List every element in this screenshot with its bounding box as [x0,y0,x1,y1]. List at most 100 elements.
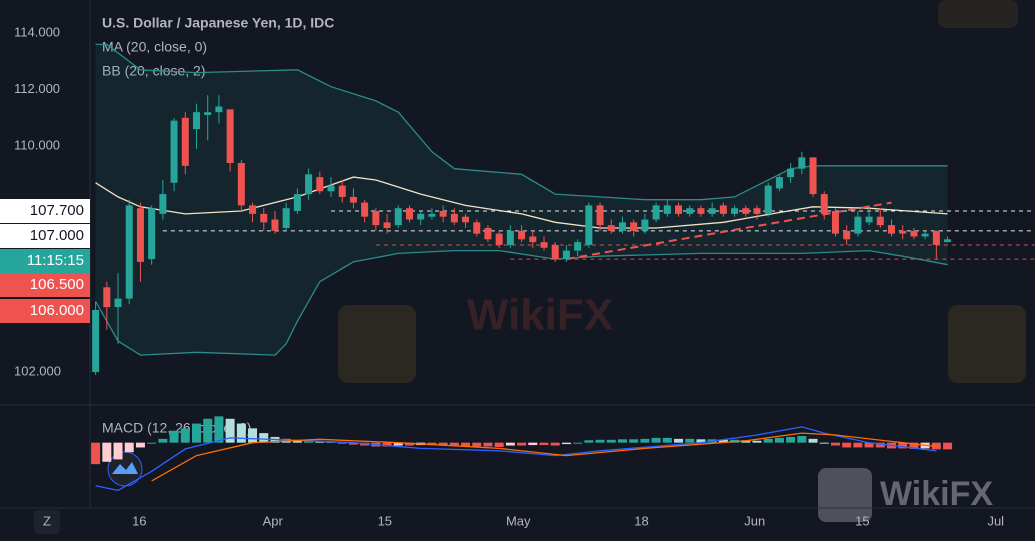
candle-body [719,205,727,214]
candle-body [686,208,694,214]
macd-bar [853,442,863,448]
macd-bar [606,439,616,443]
macd-bar [752,440,762,443]
macd-bar [505,442,515,446]
candle-body [271,219,279,231]
candle-body [921,233,929,237]
macd-bar [292,440,302,443]
price-label-box [0,273,90,297]
candle-body [462,216,470,223]
macd-bar [898,442,908,449]
candle-body [159,194,167,214]
macd-bar [248,428,258,443]
candle-body [361,202,369,217]
macd-bar [640,438,650,443]
x-tick-label: 15 [855,513,869,528]
macd-bar [191,423,201,443]
price-label: 107.000 [30,227,84,244]
macd-bar [875,442,885,448]
macd-line [95,426,937,492]
macd-bar [662,437,672,443]
macd-bar [539,442,549,446]
macd-bar [573,442,583,444]
candle-body [260,213,268,223]
candle-body [630,222,638,231]
candle-body [103,287,111,308]
macd-bar [438,442,448,446]
candle-body [215,106,223,113]
x-tick-label: 16 [132,513,146,528]
macd-bar [741,440,751,443]
x-tick-label: May [506,513,531,528]
price-label: 106.000 [30,302,84,319]
candle-body [316,177,324,192]
chart-title: U.S. Dollar / Japanese Yen, 1D, IDC [102,15,334,31]
macd-bar [629,439,639,443]
candle-body [574,242,582,251]
candle-body [731,208,739,214]
candle-body [843,230,851,240]
macd-bar [517,442,527,446]
macd-bar [225,418,235,443]
candle-body [529,236,537,243]
macd-line [151,432,937,482]
y-tick-label: 110.000 [14,137,60,152]
candle-body [551,244,559,260]
macd-bar [561,442,571,445]
candle-body [405,208,413,220]
scale-button[interactable] [34,510,60,534]
legend-ma: MA (20, close, 0) [102,39,207,55]
candle-body [697,208,705,214]
candle-body [775,177,783,189]
candle-body [641,219,649,231]
macd-bar [337,442,347,444]
candle-body [742,208,750,214]
macd-bar [786,436,796,443]
candle-body [708,208,716,214]
macd-bar [909,442,919,449]
candle-body [809,157,817,195]
candle-body [327,185,335,192]
candle-body [495,233,503,245]
candle-body [820,194,828,214]
candle-body [439,211,447,217]
macd-bar [449,442,459,446]
macd-bar [158,438,168,443]
macd-bar [91,442,101,465]
candle-body [450,213,458,223]
candle-body [888,225,896,234]
countdown-box [0,249,90,273]
price-label-box [0,299,90,323]
candle-body [854,216,862,234]
macd-bar [259,433,269,443]
candle-body [753,208,761,214]
candle-body [114,298,122,308]
candle-body [170,120,178,183]
x-tick-label: 15 [378,513,392,528]
price-label: 107.700 [30,202,84,219]
candle-body [675,205,683,214]
macd-bar [696,439,706,443]
bb-lower [95,249,948,356]
candle-body [899,230,907,234]
wikifx-text: WikiFX [880,475,993,513]
watermark-logo [338,305,416,383]
candle-body [787,168,795,178]
candle-body [305,174,313,195]
macd-bar [113,442,123,460]
candle-body [596,205,604,226]
candle-body [607,225,615,231]
candle-body [798,157,806,169]
bb-fill [95,44,948,356]
ma-line [95,176,948,229]
candle-body [473,222,481,234]
candle-body [484,227,492,240]
macd-bar [180,428,190,443]
scale-button-label: Z [43,513,51,528]
candle-body [282,208,290,228]
macd-bar [147,442,157,444]
macd-bar [819,442,829,444]
price-label-box [0,199,90,223]
macd-bar [236,423,246,443]
